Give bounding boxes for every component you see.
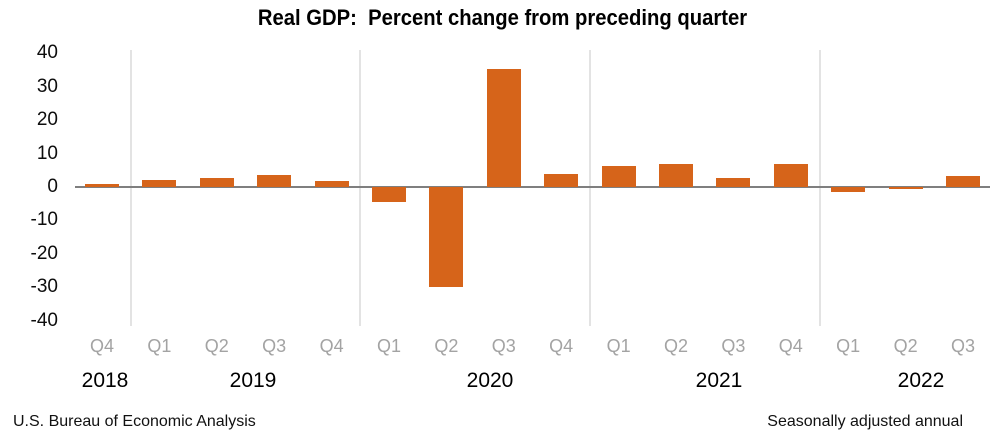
x-tick-quarter-label-2019-q2: Q2	[204, 336, 229, 356]
x-tick-quarter-label-2021-q1: Q1	[606, 336, 631, 356]
chart-title: Real GDP: Percent change from preceding …	[257, 5, 748, 30]
year-divider-gridline	[359, 50, 362, 326]
y-axis-tick-label: -30	[30, 276, 58, 298]
gdp-bar-2022-q3	[946, 176, 980, 187]
x-tick-quarter-label-2019-q3: Q3	[262, 336, 287, 356]
gdp-bar-2019-q2	[199, 177, 234, 187]
y-axis-tick-label: -20	[30, 242, 58, 264]
gdp-bar-2022-q1	[831, 187, 866, 193]
x-tick-quarter-label-2020-q4: Q4	[549, 336, 574, 356]
gdp-bar-2020-q3	[486, 69, 521, 187]
gdp-bar-2018-q4	[85, 183, 119, 187]
x-tick-year-label-2019: 2019	[229, 369, 277, 392]
x-tick-quarter-label-2021-q2: Q2	[663, 336, 688, 356]
gdp-bar-2020-q1	[372, 187, 406, 203]
year-divider-gridline	[818, 50, 821, 326]
x-tick-quarter-label-2022-q1: Q1	[836, 336, 861, 356]
gdp-bar-2021-q1	[601, 165, 636, 187]
x-tick-year-label-2022: 2022	[897, 369, 945, 392]
zero-axis-line	[75, 186, 990, 188]
y-axis-tick-label: 30	[36, 75, 58, 97]
y-axis-tick-label: 0	[47, 176, 58, 197]
y-axis-tick-label: 20	[36, 109, 58, 131]
x-tick-quarter-label-2019-q1: Q1	[147, 336, 172, 356]
x-tick-quarter-label-2022-q3: Q3	[950, 336, 975, 356]
gdp-bar-2022-q2	[888, 187, 923, 189]
gdp-bar-2020-q4	[544, 173, 579, 187]
x-tick-year-label-2018: 2018	[81, 369, 129, 392]
y-axis-tick-label: -40	[30, 309, 58, 331]
gdp-bar-2019-q3	[257, 174, 292, 187]
x-tick-quarter-label-2020-q3: Q3	[491, 336, 516, 356]
gdp-bar-2021-q2	[659, 163, 693, 187]
gdp-bar-2021-q3	[716, 177, 751, 187]
x-tick-quarter-label-2018-q4: Q4	[89, 336, 114, 356]
gdp-bar-2019-q4	[314, 180, 349, 187]
source-attribution: U.S. Bureau of Economic Analysis	[13, 413, 256, 430]
x-tick-quarter-label-2020-q1: Q1	[376, 336, 401, 356]
gdp-bar-2021-q4	[773, 163, 808, 187]
y-axis-tick-label: 40	[36, 42, 58, 64]
gdp-bar-2020-q2	[429, 187, 464, 287]
y-axis-tick-label: -10	[30, 209, 58, 231]
x-tick-quarter-label-2021-q4: Q4	[778, 336, 803, 356]
year-divider-gridline	[129, 50, 132, 326]
adjustment-note: Seasonally adjusted annual	[767, 413, 963, 430]
x-tick-quarter-label-2022-q2: Q2	[893, 336, 918, 356]
x-tick-year-label-2020: 2020	[466, 369, 514, 392]
x-tick-quarter-label-2021-q3: Q3	[721, 336, 746, 356]
y-axis-tick-label: 10	[36, 142, 58, 164]
x-tick-year-label-2021: 2021	[695, 369, 743, 392]
year-divider-gridline	[588, 50, 591, 326]
x-tick-quarter-label-2020-q2: Q2	[434, 336, 459, 356]
x-tick-quarter-label-2019-q4: Q4	[319, 336, 344, 356]
gdp-bar-2019-q1	[142, 179, 177, 187]
